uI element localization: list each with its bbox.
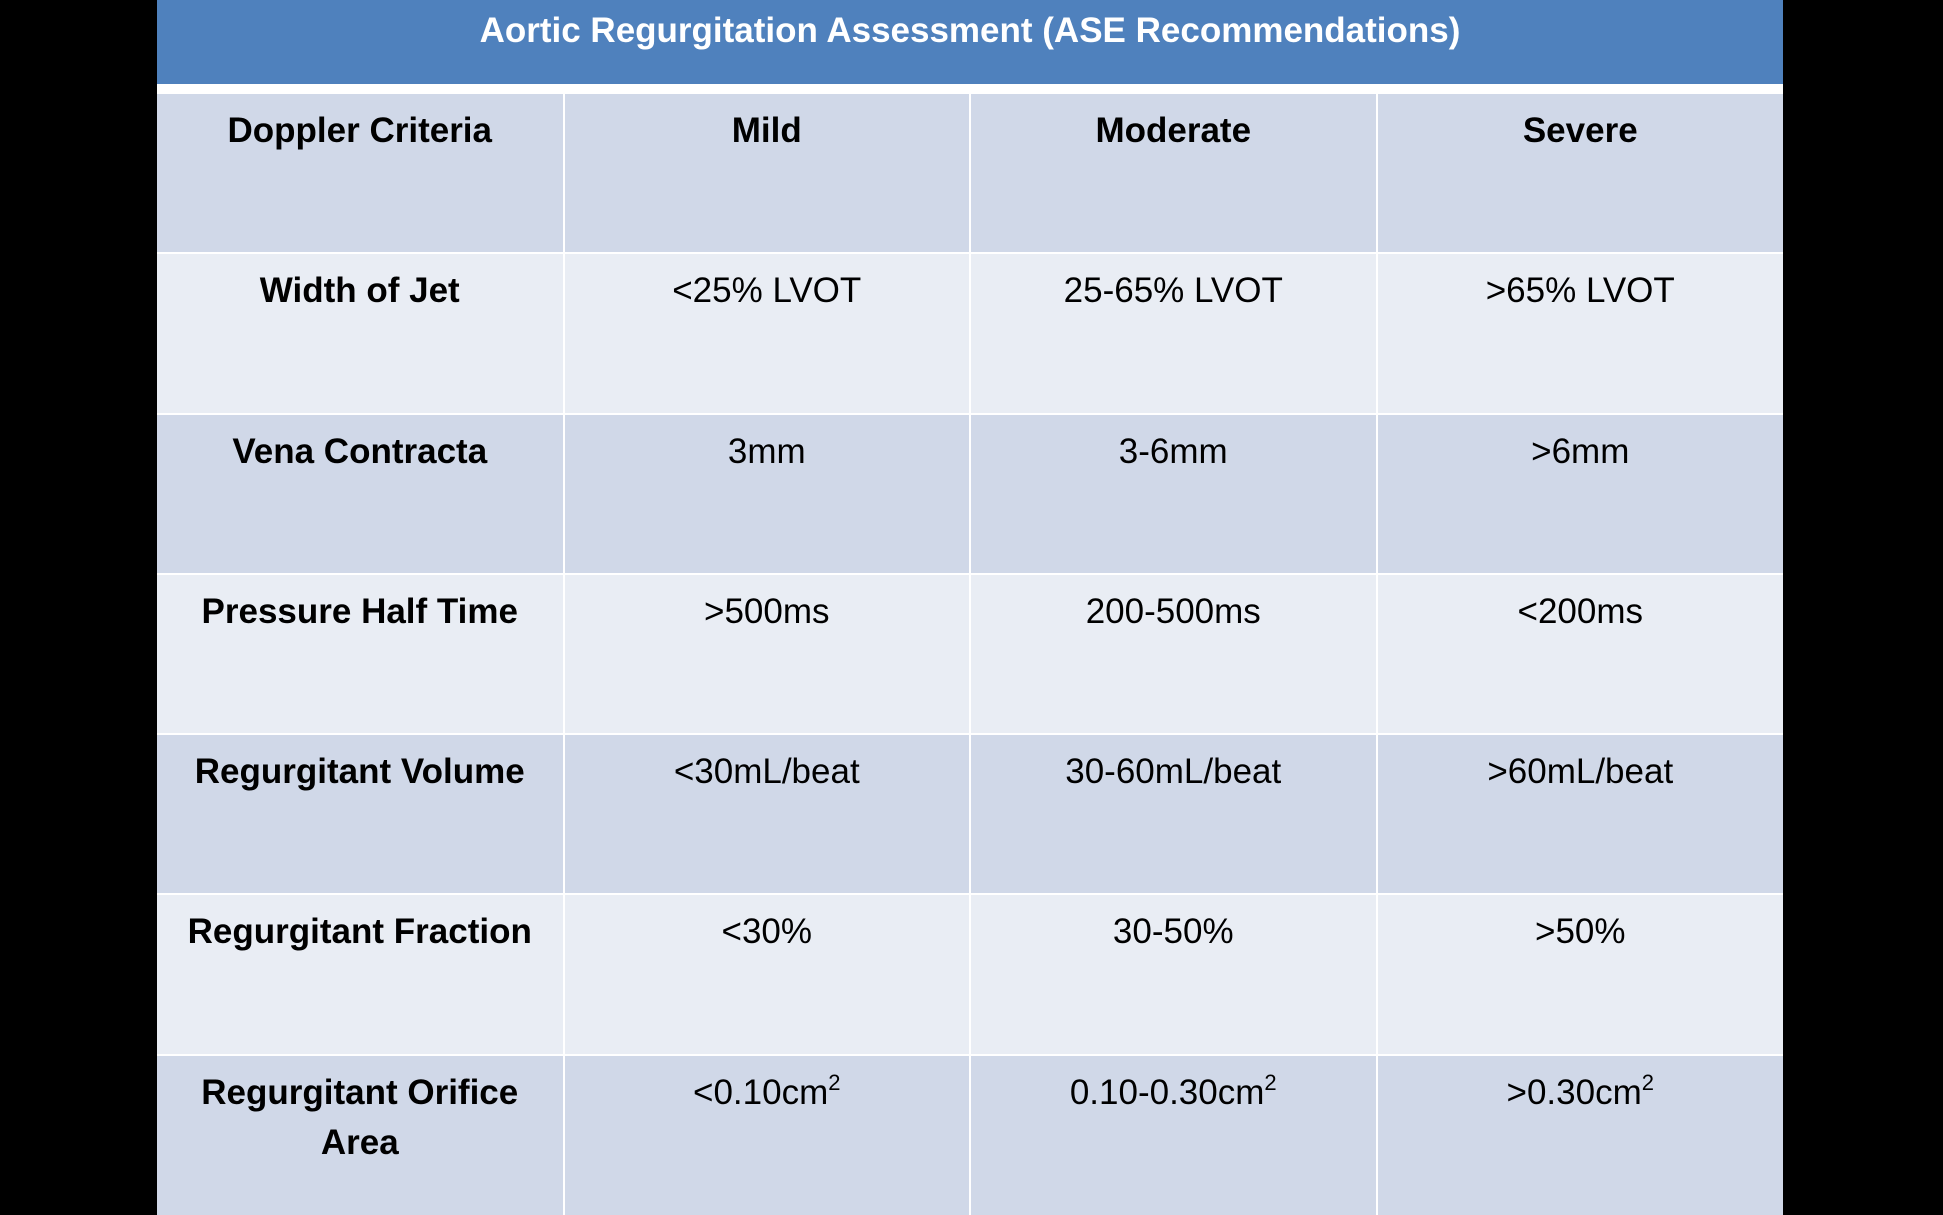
mild-cell: >500ms bbox=[562, 572, 970, 735]
moderate-cell: 0.10-0.30cm2 bbox=[969, 1053, 1377, 1215]
severe-area-value: >0.30cm bbox=[1506, 1072, 1642, 1112]
severe-cell: >65% LVOT bbox=[1375, 252, 1783, 414]
moderate-area-value: 0.10-0.30cm bbox=[1069, 1072, 1265, 1112]
header-doppler-criteria: Doppler Criteria bbox=[157, 91, 564, 254]
severe-cell: >0.30cm2 bbox=[1375, 1053, 1783, 1215]
severe-cell: <200ms bbox=[1375, 572, 1783, 735]
mild-cell: <25% LVOT bbox=[562, 252, 970, 414]
severe-cell: >50% bbox=[1375, 893, 1783, 1055]
area-superscript: 2 bbox=[1641, 1069, 1654, 1095]
moderate-cell: 30-60mL/beat bbox=[969, 733, 1377, 895]
moderate-cell: 200-500ms bbox=[969, 572, 1377, 735]
header-mild: Mild bbox=[562, 91, 970, 254]
table-row: Vena Contracta 3mm 3-6mm >6mm bbox=[157, 412, 1783, 574]
mild-cell: <30% bbox=[562, 893, 970, 1055]
table-row: Regurgitant Volume <30mL/beat 30-60mL/be… bbox=[157, 733, 1783, 895]
header-severe: Severe bbox=[1375, 91, 1783, 254]
table-row: Width of Jet <25% LVOT 25-65% LVOT >65% … bbox=[157, 252, 1783, 414]
table-header-row: Doppler Criteria Mild Moderate Severe bbox=[157, 91, 1783, 254]
area-superscript: 2 bbox=[1264, 1069, 1277, 1095]
criterion-cell: Width of Jet bbox=[157, 252, 564, 414]
header-moderate: Moderate bbox=[969, 91, 1377, 254]
moderate-cell: 30-50% bbox=[969, 893, 1377, 1055]
mild-cell: <0.10cm2 bbox=[562, 1053, 970, 1215]
mild-area-value: <0.10cm bbox=[693, 1072, 829, 1112]
slide-title: Aortic Regurgitation Assessment (ASE Rec… bbox=[157, 0, 1783, 88]
criterion-cell: Vena Contracta bbox=[157, 412, 564, 574]
severe-cell: >60mL/beat bbox=[1375, 733, 1783, 895]
table-row: Pressure Half Time >500ms 200-500ms <200… bbox=[157, 572, 1783, 735]
criteria-table: Doppler Criteria Mild Moderate Severe Wi… bbox=[157, 91, 1783, 1215]
moderate-cell: 3-6mm bbox=[969, 412, 1377, 574]
mild-cell: 3mm bbox=[562, 412, 970, 574]
slide: Aortic Regurgitation Assessment (ASE Rec… bbox=[157, 0, 1783, 1215]
table-row: Regurgitant Fraction <30% 30-50% >50% bbox=[157, 893, 1783, 1055]
mild-cell: <30mL/beat bbox=[562, 733, 970, 895]
table-row: Regurgitant Orifice Area <0.10cm2 0.10-0… bbox=[157, 1053, 1783, 1215]
severe-cell: >6mm bbox=[1375, 412, 1783, 574]
criterion-cell: Regurgitant Volume bbox=[157, 733, 564, 895]
criterion-cell: Regurgitant Orifice Area bbox=[157, 1053, 564, 1215]
criterion-cell: Regurgitant Fraction bbox=[157, 893, 564, 1055]
moderate-cell: 25-65% LVOT bbox=[969, 252, 1377, 414]
area-superscript: 2 bbox=[828, 1069, 841, 1095]
criterion-cell: Pressure Half Time bbox=[157, 572, 564, 735]
